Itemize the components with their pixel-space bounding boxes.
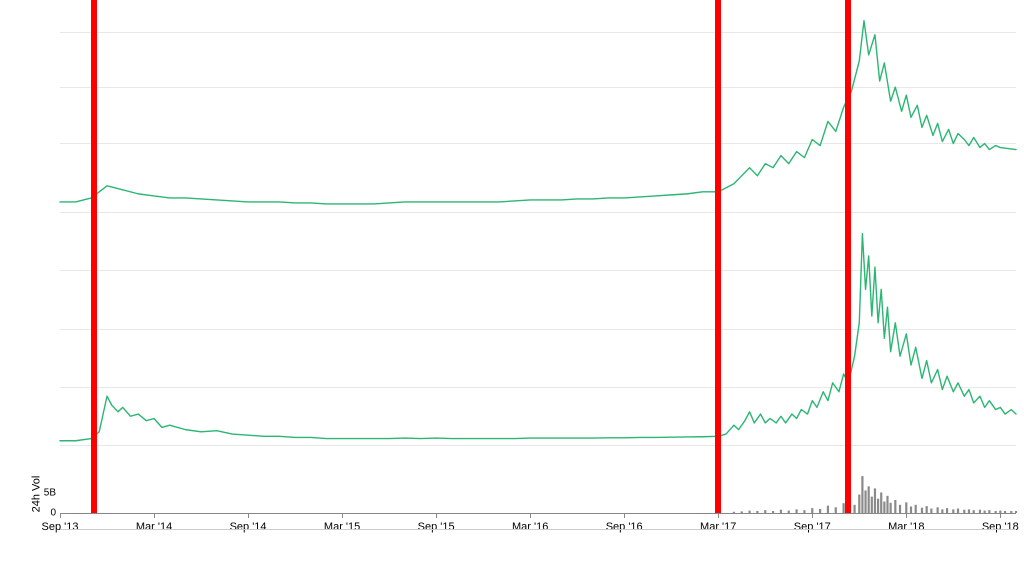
event-marker xyxy=(845,0,851,513)
price-line-middle xyxy=(60,234,1016,441)
price-volume-chart: Sep '13Mar '14Sep '14Mar '15Sep '15Mar '… xyxy=(0,0,1024,572)
volume-y-label: 5B xyxy=(44,487,60,498)
volume-axis-title: 24h Vol xyxy=(30,476,42,513)
volume-bars xyxy=(733,476,1017,513)
volume-y-label: 0 xyxy=(50,508,60,519)
bottom-rule xyxy=(60,529,1016,530)
event-marker xyxy=(715,0,721,513)
plot-area: Sep '13Mar '14Sep '14Mar '15Sep '15Mar '… xyxy=(60,0,1016,530)
event-marker xyxy=(91,0,97,513)
series-svg xyxy=(60,0,1016,530)
price-line-top xyxy=(60,21,1016,204)
